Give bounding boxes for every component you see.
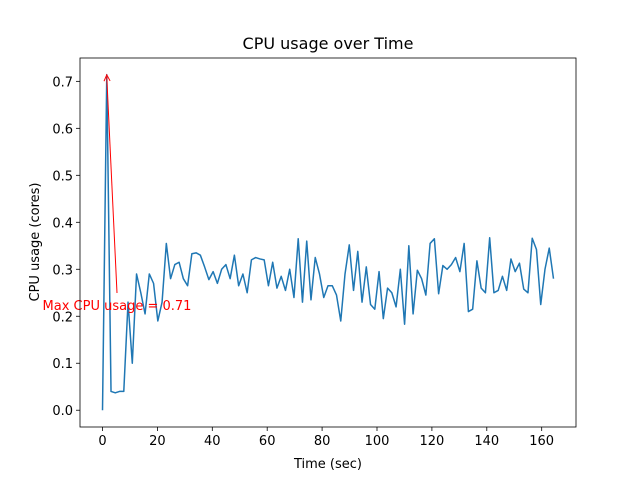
y-axis-label: CPU usage (cores) [28,183,43,302]
annotation-arrowhead [103,73,111,82]
x-tick-label: 120 [419,434,444,449]
y-tick-label: 0.3 [52,263,73,278]
x-tick-label: 80 [314,434,331,449]
x-tick-label: 140 [474,434,499,449]
y-tick-label: 0.0 [52,404,73,419]
x-tick-label: 20 [149,434,166,449]
y-tick-label: 0.5 [52,169,73,184]
data-line [101,74,555,411]
y-tick-label: 0.4 [52,216,73,231]
y-tick-label: 0.1 [52,357,73,372]
x-tick-label: 160 [529,434,554,449]
x-axis-label: Time (sec) [293,457,362,472]
annotation-text: Max CPU usage = 0.71 [43,299,192,314]
x-tick-label: 100 [365,434,390,449]
x-tick-label: 0 [98,434,106,449]
y-tick-label: 0.2 [52,310,73,325]
plot-frame [79,57,577,428]
y-tick-label: 0.7 [52,75,73,90]
x-tick-label: 60 [259,434,276,449]
chart-title: CPU usage over Time [243,34,414,53]
annotation-arrow [106,76,118,294]
y-tick-label: 0.6 [52,122,73,137]
x-tick-label: 40 [204,434,221,449]
